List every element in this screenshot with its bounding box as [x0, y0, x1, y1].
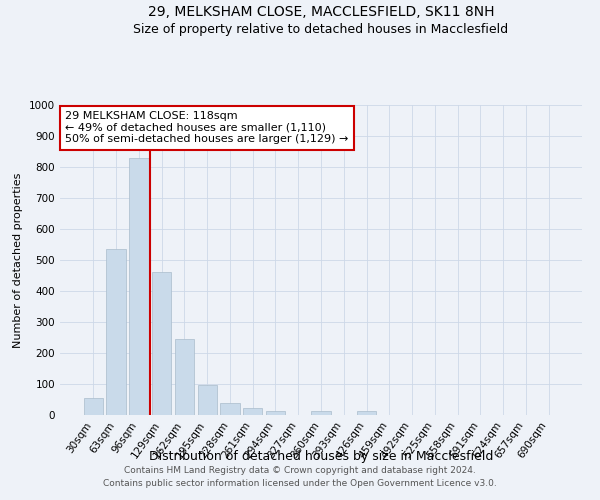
- Bar: [84, 398, 103, 415]
- Text: Size of property relative to detached houses in Macclesfield: Size of property relative to detached ho…: [133, 22, 509, 36]
- Bar: [175, 339, 194, 415]
- Bar: [220, 403, 239, 415]
- Y-axis label: Number of detached properties: Number of detached properties: [13, 172, 23, 348]
- Text: 29 MELKSHAM CLOSE: 118sqm
← 49% of detached houses are smaller (1,110)
50% of se: 29 MELKSHAM CLOSE: 118sqm ← 49% of detac…: [65, 111, 349, 144]
- Bar: [197, 385, 217, 415]
- Bar: [152, 272, 172, 415]
- Bar: [266, 412, 285, 415]
- Bar: [243, 408, 262, 415]
- Bar: [129, 158, 149, 415]
- Text: Distribution of detached houses by size in Macclesfield: Distribution of detached houses by size …: [149, 450, 493, 463]
- Bar: [106, 249, 126, 415]
- Text: Contains HM Land Registry data © Crown copyright and database right 2024.
Contai: Contains HM Land Registry data © Crown c…: [103, 466, 497, 487]
- Bar: [357, 412, 376, 415]
- Text: 29, MELKSHAM CLOSE, MACCLESFIELD, SK11 8NH: 29, MELKSHAM CLOSE, MACCLESFIELD, SK11 8…: [148, 5, 494, 19]
- Bar: [311, 412, 331, 415]
